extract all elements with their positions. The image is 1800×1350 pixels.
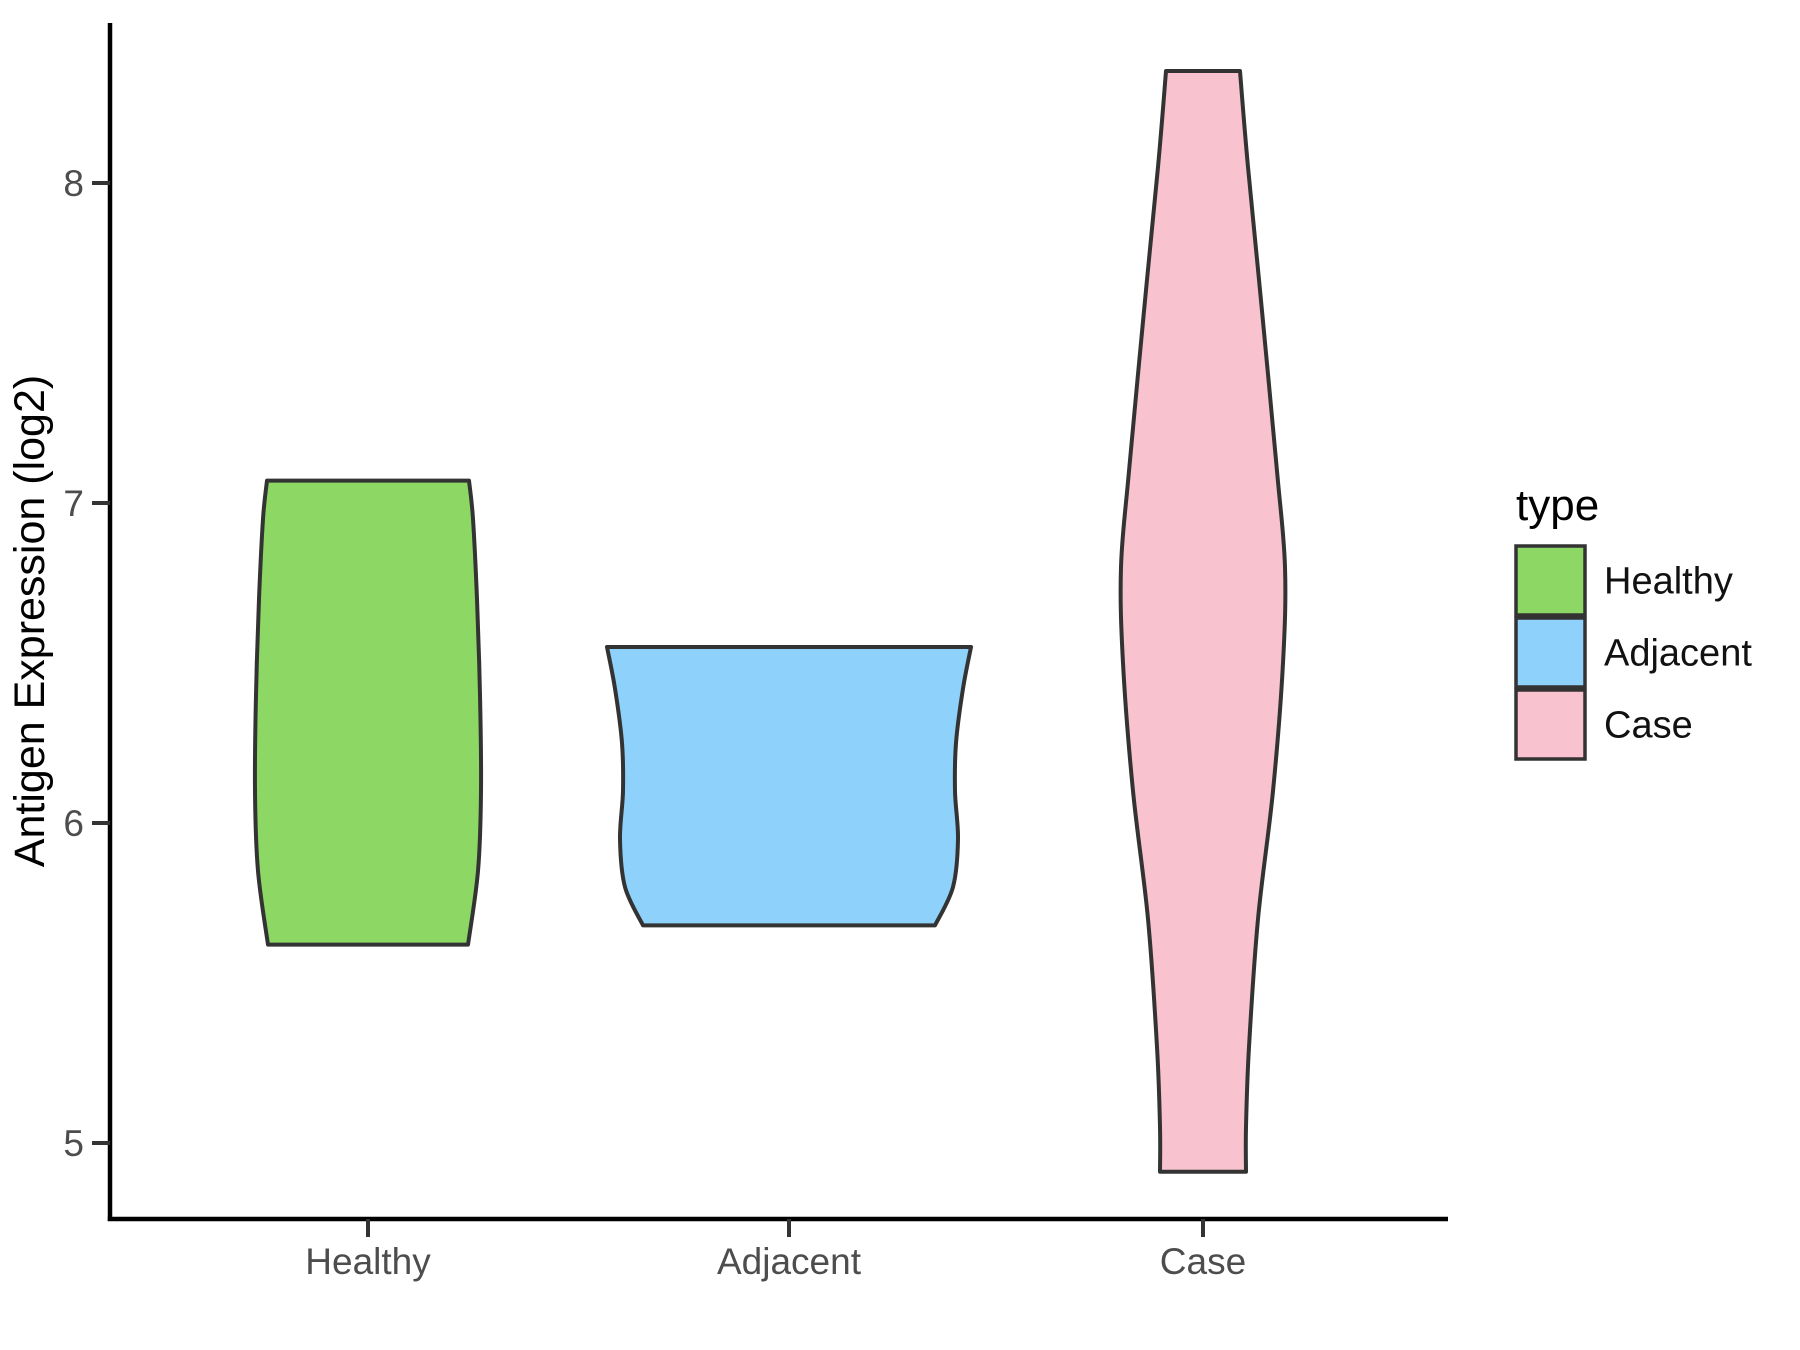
x-tick-label-case: Case — [1160, 1241, 1246, 1282]
legend-key-case — [1514, 688, 1587, 761]
y-axis-title: Antigen Expression (log2) — [6, 375, 54, 867]
legend-label-healthy: Healthy — [1604, 561, 1733, 603]
x-tick-label-healthy: Healthy — [305, 1241, 431, 1282]
x-tick-label-adjacent: Adjacent — [717, 1241, 862, 1282]
x-axis-ticks: Healthy Adjacent Case — [305, 1219, 1246, 1282]
legend-label-case: Case — [1604, 705, 1693, 747]
violins — [252, 69, 1288, 1174]
y-tick-label: 7 — [63, 483, 84, 524]
legend-entries: Healthy Adjacent Case — [1514, 544, 1752, 761]
y-tick-label: 8 — [63, 163, 84, 204]
y-tick-label: 6 — [63, 803, 84, 844]
legend-key-healthy — [1514, 544, 1587, 617]
plot-panel: 8 7 6 5 Healthy Adjacent Case — [63, 23, 1448, 1282]
legend-entry-case: Case — [1514, 688, 1693, 761]
y-tick-label: 5 — [63, 1123, 84, 1164]
legend-title: type — [1516, 481, 1599, 530]
violin-healthy — [252, 478, 484, 947]
violin-case — [1118, 69, 1288, 1174]
legend-entry-adjacent: Adjacent — [1514, 616, 1752, 689]
violin-adjacent — [605, 645, 973, 928]
legend-label-adjacent: Adjacent — [1604, 633, 1752, 675]
legend: type Healthy Adjacent Case — [1514, 481, 1752, 761]
legend-entry-healthy: Healthy — [1514, 544, 1733, 617]
legend-key-adjacent — [1514, 616, 1587, 689]
y-axis-ticks: 8 7 6 5 — [63, 163, 110, 1164]
